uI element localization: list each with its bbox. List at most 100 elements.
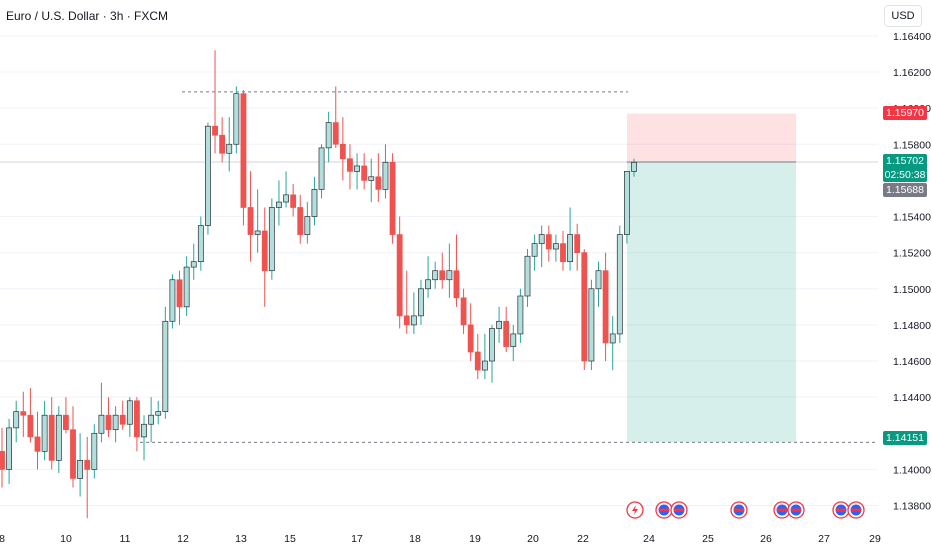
symbol-title[interactable]: Euro / U.S. Dollar · 3h · FXCM: [6, 9, 169, 23]
candle-body: [77, 460, 84, 479]
flag-stripe: [777, 508, 787, 512]
price-tick-label: 1.14400: [893, 392, 931, 404]
candle: [226, 117, 233, 172]
candle: [432, 261, 439, 289]
candle-body: [347, 158, 353, 172]
candle-body: [240, 93, 247, 208]
short-position-tool: [627, 113, 796, 443]
candle: [460, 288, 467, 334]
time-tick-label: 29: [869, 533, 881, 545]
currency-button[interactable]: USD: [884, 5, 922, 27]
time-axis: 8 10 11 12 13 15 17 18 19 20 22 24 25 26 27 29: [0, 533, 881, 545]
flag-icon[interactable]: [832, 501, 850, 519]
candle-body: [375, 176, 382, 190]
time-tick-label: 20: [527, 533, 539, 545]
candle: [233, 86, 240, 154]
stop-loss-price-badge: 1.15970: [883, 106, 927, 120]
candle: [190, 243, 197, 280]
candle-body: [616, 234, 623, 335]
candle: [396, 216, 403, 329]
flag-icon[interactable]: [773, 501, 791, 519]
time-tick-label: 24: [643, 533, 655, 545]
flag-icon[interactable]: [787, 501, 805, 519]
candle-body: [410, 315, 417, 326]
candle-body: [595, 270, 602, 290]
candle-body: [297, 207, 304, 235]
candle-body: [560, 243, 566, 263]
candle: [27, 388, 34, 443]
candle: [609, 315, 616, 371]
candle: [261, 207, 268, 307]
candle: [41, 400, 48, 461]
candle-body: [41, 414, 48, 452]
candle: [560, 230, 566, 271]
candle: [375, 153, 382, 203]
candle-body: [588, 288, 595, 362]
candle: [545, 225, 552, 262]
candle-body: [112, 414, 119, 431]
chart-grid: [0, 35, 878, 507]
candle-body: [396, 234, 403, 317]
candle-body: [474, 351, 481, 371]
risk-zone: [627, 113, 796, 162]
time-tick-label: 17: [351, 533, 363, 545]
candle-body: [197, 225, 204, 263]
candle: [361, 153, 368, 190]
candle: [311, 176, 318, 226]
prev-price-badge: 1.15688: [883, 183, 927, 197]
candle: [268, 198, 275, 280]
candle: [148, 397, 155, 443]
price-tick-label: 1.16400: [893, 31, 931, 43]
candle: [112, 406, 119, 443]
take-profit-price-badge: 1.14151: [883, 431, 927, 445]
time-tick-label: 19: [469, 533, 481, 545]
candle-body: [425, 279, 431, 290]
candle-body: [261, 230, 268, 272]
candle-body: [318, 147, 325, 190]
candle-body: [517, 295, 524, 335]
candle-body: [0, 451, 5, 470]
candle-body: [311, 189, 318, 217]
current-price-badge: 1.15702: [883, 154, 927, 168]
price-tick-label: 1.13800: [893, 501, 931, 513]
candle: [6, 418, 13, 484]
candle-body: [162, 320, 169, 412]
candle-body: [155, 411, 162, 416]
candle: [453, 234, 460, 307]
time-tick-label: 13: [235, 533, 247, 545]
candle-body: [105, 414, 112, 431]
candle-body: [268, 207, 275, 272]
candle: [254, 189, 261, 253]
candle-body: [418, 288, 424, 317]
candle: [418, 279, 424, 325]
candlestick-series: [0, 50, 637, 519]
candle: [524, 249, 531, 307]
price-axis: 1.164001.162001.160001.158001.154001.152…: [893, 31, 931, 513]
candle-body: [403, 315, 410, 326]
candle-body: [247, 207, 254, 235]
flag-icon[interactable]: [670, 501, 688, 519]
candle-body: [467, 324, 474, 353]
flag-icon[interactable]: [655, 501, 673, 519]
candle-body: [496, 320, 502, 329]
candle: [510, 324, 517, 362]
candle-body: [567, 234, 573, 263]
candle: [176, 270, 183, 325]
candle-body: [552, 243, 559, 250]
candle: [283, 171, 289, 208]
candle: [595, 261, 602, 307]
candle: [84, 436, 91, 519]
candle-body: [34, 436, 41, 452]
candle: [169, 274, 176, 329]
flag-icon[interactable]: [730, 501, 748, 519]
price-tick-label: 1.14800: [893, 320, 931, 332]
lightning-icon[interactable]: [626, 501, 644, 519]
candle: [77, 433, 84, 497]
candle: [91, 424, 98, 479]
flag-icon[interactable]: [847, 501, 865, 519]
candle-body: [453, 270, 460, 299]
candle: [183, 256, 190, 316]
price-tick-label: 1.14000: [893, 464, 931, 476]
candle-body: [354, 165, 360, 172]
